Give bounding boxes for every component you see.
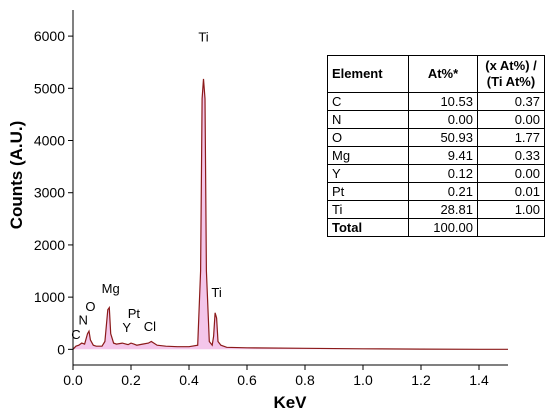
y-tick-label: 0 bbox=[57, 341, 65, 357]
peak-label: Ti bbox=[198, 29, 208, 44]
table-row: Ti 28.81 1.00 bbox=[327, 200, 545, 219]
cell-ratio: 0.01 bbox=[477, 182, 545, 201]
y-tick-label: 1000 bbox=[34, 289, 65, 305]
spectrum-layer bbox=[72, 78, 508, 350]
cell-element: N bbox=[327, 110, 409, 129]
table-row: O 50.93 1.77 bbox=[327, 128, 545, 147]
spectrum-line bbox=[72, 78, 508, 350]
peak-label: C bbox=[71, 327, 80, 342]
table-row: Pt 0.21 0.01 bbox=[327, 182, 545, 201]
peak-label: Ti bbox=[211, 285, 221, 300]
x-ticks: 0.0 0.2 0.4 0.6 0.8 1.0 1.2 1.4 bbox=[63, 365, 489, 388]
cell-element: Total bbox=[327, 218, 409, 237]
y-ticks: 0 1000 2000 3000 4000 5000 6000 bbox=[34, 28, 73, 357]
x-tick-label: 1.0 bbox=[353, 372, 373, 388]
x-tick-label: 1.4 bbox=[469, 372, 489, 388]
x-tick-label: 0.0 bbox=[63, 372, 83, 388]
cell-ratio: 0.33 bbox=[477, 146, 545, 165]
cell-ratio: 1.00 bbox=[477, 200, 545, 219]
cell-element: C bbox=[327, 92, 409, 111]
peak-label: Mg bbox=[102, 281, 120, 296]
table-header-row: Element At%* (x At%) / (Ti At%) bbox=[327, 55, 545, 93]
header-at-percent: At%* bbox=[408, 55, 478, 93]
peak-label: Y bbox=[122, 320, 131, 335]
peak-label: Pt bbox=[128, 306, 141, 321]
axes-layer bbox=[72, 10, 508, 366]
table-row: Y 0.12 0.00 bbox=[327, 164, 545, 183]
cell-element: Pt bbox=[327, 182, 409, 201]
table-row: N 0.00 0.00 bbox=[327, 110, 545, 129]
cell-at-percent: 0.12 bbox=[408, 164, 478, 183]
y-tick-label: 4000 bbox=[34, 133, 65, 149]
cell-ratio bbox=[477, 218, 545, 237]
y-tick-label: 2000 bbox=[34, 237, 65, 253]
cell-element: Ti bbox=[327, 200, 409, 219]
cell-at-percent: 9.41 bbox=[408, 146, 478, 165]
cell-at-percent: 50.93 bbox=[408, 128, 478, 147]
header-element: Element bbox=[327, 55, 409, 93]
cell-at-percent: 0.21 bbox=[408, 182, 478, 201]
cell-ratio: 0.37 bbox=[477, 92, 545, 111]
cell-at-percent: 100.00 bbox=[408, 218, 478, 237]
peak-label: N bbox=[78, 312, 87, 327]
cell-at-percent: 10.53 bbox=[408, 92, 478, 111]
table-row: C 10.53 0.37 bbox=[327, 92, 545, 111]
x-tick-label: 1.2 bbox=[411, 372, 431, 388]
table-row: Mg 9.41 0.33 bbox=[327, 146, 545, 165]
y-tick-label: 5000 bbox=[34, 80, 65, 96]
cell-element: O bbox=[327, 128, 409, 147]
cell-element: Mg bbox=[327, 146, 409, 165]
cell-ratio: 0.00 bbox=[477, 110, 545, 129]
cell-element: Y bbox=[327, 164, 409, 183]
x-tick-label: 0.2 bbox=[121, 372, 141, 388]
x-axis-title: KeV bbox=[273, 393, 307, 412]
y-axis-title: Counts (A.U.) bbox=[7, 121, 26, 230]
cell-ratio: 0.00 bbox=[477, 164, 545, 183]
cell-ratio: 1.77 bbox=[477, 128, 545, 147]
x-tick-label: 0.8 bbox=[295, 372, 315, 388]
x-tick-label: 0.4 bbox=[179, 372, 199, 388]
peak-label: Cl bbox=[144, 319, 156, 334]
y-tick-label: 3000 bbox=[34, 185, 65, 201]
element-composition-table: Element At%* (x At%) / (Ti At%) C 10.53 0.… bbox=[327, 55, 545, 237]
x-tick-label: 0.6 bbox=[237, 372, 257, 388]
header-ratio: (x At%) / (Ti At%) bbox=[477, 55, 545, 93]
cell-at-percent: 28.81 bbox=[408, 200, 478, 219]
table-row-total: Total 100.00 bbox=[327, 218, 545, 237]
cell-at-percent: 0.00 bbox=[408, 110, 478, 129]
peak-label: O bbox=[85, 299, 95, 314]
peak-labels: Ti Ti Mg ONC PtY Cl bbox=[71, 29, 222, 342]
y-tick-label: 6000 bbox=[34, 28, 65, 44]
